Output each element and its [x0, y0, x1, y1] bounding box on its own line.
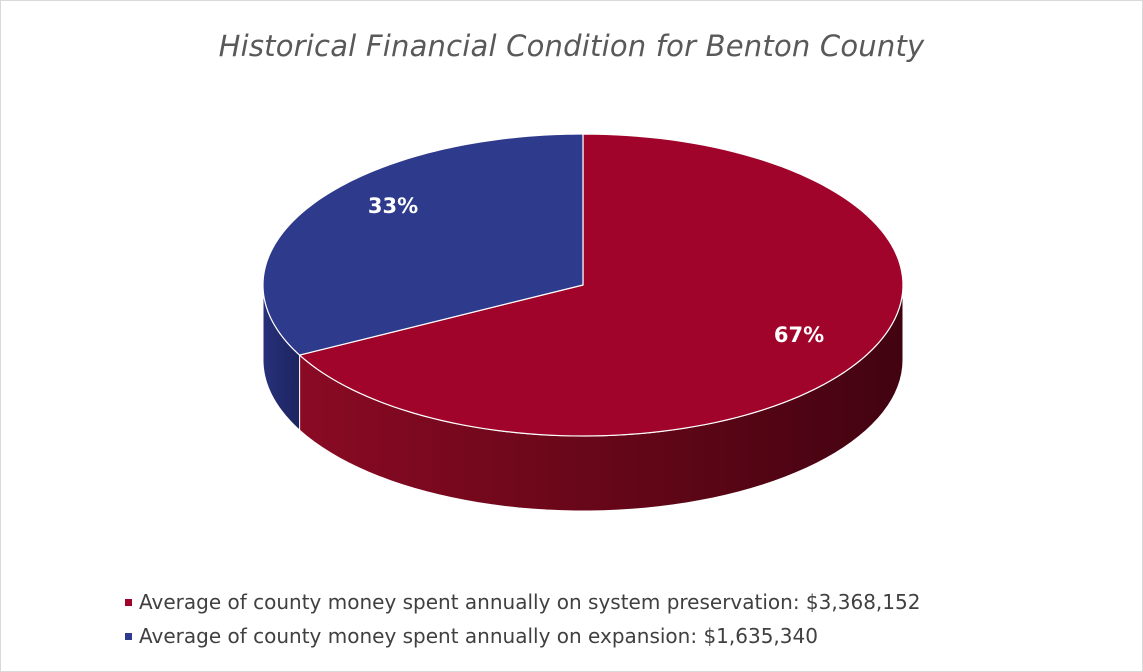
- legend-item-expansion: Average of county money spent annually o…: [125, 619, 920, 653]
- chart-title: Historical Financial Condition for Bento…: [218, 29, 925, 63]
- legend-swatch-preservation: [125, 598, 132, 606]
- legend-swatch-expansion: [125, 632, 132, 640]
- legend: Average of county money spent annually o…: [125, 585, 920, 653]
- legend-label-preservation: Average of county money spent annually o…: [139, 590, 921, 614]
- pie-slice-preservation: [298, 133, 904, 437]
- legend-item-preservation: Average of county money spent annually o…: [125, 585, 920, 619]
- slice-label-expansion: 33%: [368, 194, 418, 218]
- slice-label-preservation: 67%: [774, 323, 824, 347]
- pie-slices: [262, 133, 904, 512]
- pie-slice-expansion: [262, 133, 584, 356]
- legend-label-expansion: Average of county money spent annually o…: [139, 624, 818, 648]
